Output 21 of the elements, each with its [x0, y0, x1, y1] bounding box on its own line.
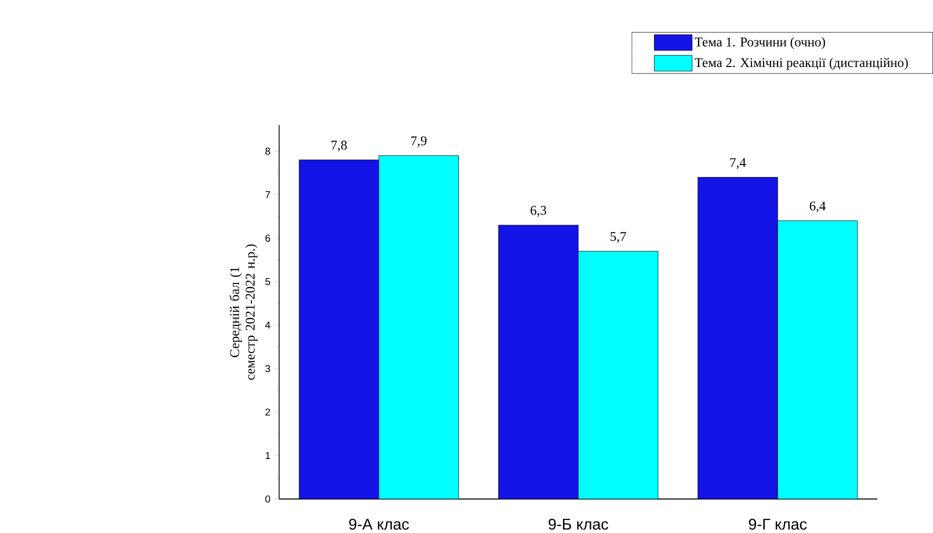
y-tick-label: 8	[265, 147, 270, 155]
legend-label: Тема 1. Розчини (очно)	[694, 36, 826, 49]
legend-label: Тема 2. Хімічні реакції (дистанційно)	[694, 58, 908, 70]
y-tick-label: 0	[265, 495, 270, 502]
data-label: 6,4	[810, 201, 826, 212]
y-tick-label: 3	[265, 364, 270, 372]
data-label: 5,7	[610, 232, 626, 243]
y-tick-label: 1	[266, 452, 270, 459]
data-label: 6,3	[530, 206, 546, 217]
x-tick-label: 9-Г клас	[748, 518, 807, 530]
y-axis-title: Середній бал (1 семестр 2021-2022 н.р.)	[230, 244, 258, 380]
y-tick-label: 5	[265, 278, 270, 285]
y-tick-label: 6	[265, 234, 270, 242]
x-tick-label: 9-А клас	[349, 518, 409, 530]
data-label: 7,4	[730, 158, 746, 169]
x-tick-label: 9-Б клас	[548, 518, 608, 530]
data-label: 7,8	[332, 140, 347, 152]
y-tick-label: 2	[265, 408, 270, 416]
data-label: 7,9	[411, 136, 427, 148]
y-tick-label: 7	[265, 191, 270, 198]
y-tick-label: 4	[265, 321, 270, 328]
